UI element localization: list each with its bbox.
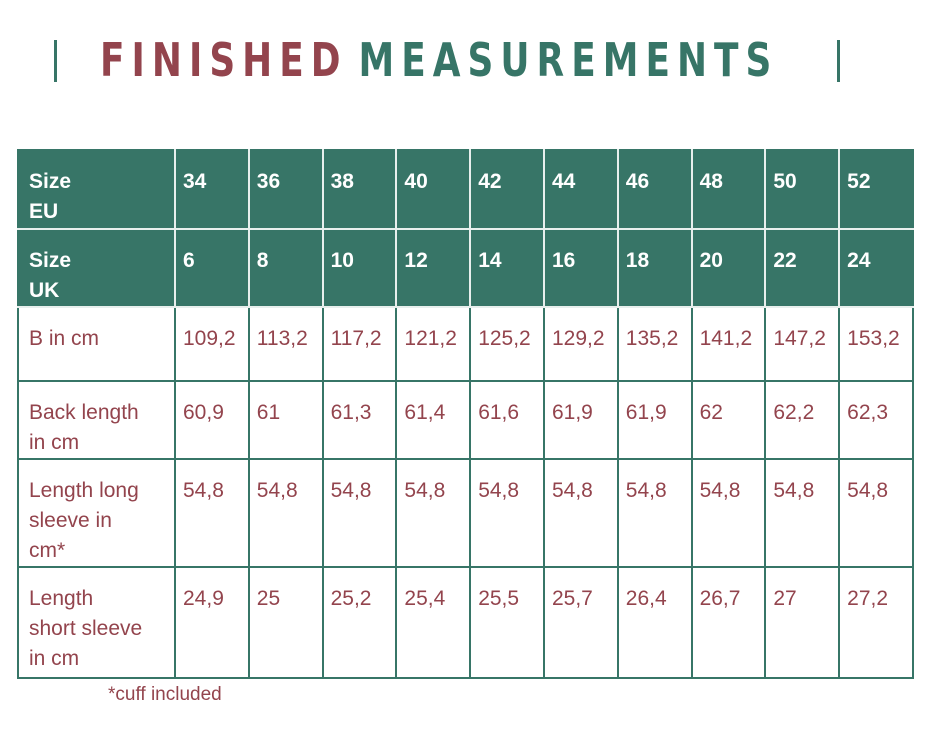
table-row: Size UK 6 8 10 12 14 16 18 20 22 24 [17, 228, 914, 308]
row-label-line: B in cm [29, 327, 100, 350]
row-label-line: UK [29, 279, 60, 302]
table-row: Back length in cm 60,9 61 61,3 61,4 61,6 61,9 61… [17, 380, 914, 460]
table-cell: 54,8 [395, 458, 472, 568]
table-cell: 46 [616, 149, 693, 230]
table-cell: 109,2 [174, 306, 250, 382]
table-cell: 27 [764, 566, 841, 679]
row-label-line: EU [29, 200, 59, 223]
table-cell: 27,2 [838, 566, 914, 679]
table-cell: 147,2 [764, 306, 841, 382]
table-cell: 25 [247, 566, 324, 679]
table-cell: 42 [469, 149, 545, 230]
row-label-line: Length [29, 587, 94, 610]
row-label-line: Size [29, 249, 72, 272]
table-cell: 113,2 [247, 306, 324, 382]
table-cell: 52 [838, 149, 914, 230]
table-cell: 36 [247, 149, 324, 230]
table-cell: 6 [174, 228, 250, 308]
table-cell: 54,8 [174, 458, 250, 568]
table-cell: 40 [395, 149, 472, 230]
table-cell: 129,2 [542, 306, 619, 382]
table-row: Length long sleeve in cm* 54,8 54,8 54,8 54,8 5… [17, 458, 914, 568]
table-cell: 121,2 [395, 306, 472, 382]
table-cell: 54,8 [690, 458, 767, 568]
row-label-line: in cm [29, 431, 80, 454]
row-label-line: cm* [29, 539, 66, 562]
table-cell: 54,8 [321, 458, 398, 568]
title-divider-right [837, 40, 840, 82]
table-cell: 22 [764, 228, 841, 308]
table-cell: 14 [469, 228, 545, 308]
row-label-line: Size [29, 170, 72, 193]
footnote: *cuff included [108, 684, 222, 705]
table-cell: 54,8 [764, 458, 841, 568]
row-label: Size UK [17, 228, 176, 308]
row-label: Back length in cm [17, 380, 176, 460]
title-word-measurements: MEASUREMENTS [358, 33, 779, 87]
table-row: Length short sleeve in cm 24,9 25 25,2 25,4 25,… [17, 566, 914, 679]
table-cell: 34 [174, 149, 250, 230]
table-cell: 18 [616, 228, 693, 308]
table-cell: 62,2 [764, 380, 841, 460]
table-cell: 61,3 [321, 380, 398, 460]
page-title: FINISHED MEASUREMENTS [100, 30, 771, 90]
table-cell: 54,8 [247, 458, 324, 568]
table-cell: 24,9 [174, 566, 250, 679]
table-cell: 141,2 [690, 306, 767, 382]
table-cell: 61,9 [542, 380, 619, 460]
title-word-finished: FINISHED [100, 33, 348, 87]
table-cell: 25,2 [321, 566, 398, 679]
table-row: B in cm 109,2 113,2 117,2 121,2 125,2 129,2 135… [17, 306, 914, 382]
table-cell: 12 [395, 228, 472, 308]
table-cell: 44 [542, 149, 619, 230]
table-cell: 153,2 [838, 306, 914, 382]
table-cell: 125,2 [469, 306, 545, 382]
table-cell: 24 [838, 228, 914, 308]
table-cell: 20 [690, 228, 767, 308]
table-cell: 61 [247, 380, 324, 460]
table-cell: 25,5 [469, 566, 545, 679]
table-cell: 135,2 [616, 306, 693, 382]
table-cell: 38 [321, 149, 398, 230]
table-cell: 25,7 [542, 566, 619, 679]
table-cell: 10 [321, 228, 398, 308]
row-label-line: sleeve in [29, 509, 112, 532]
measurements-table: Size EU 34 36 38 40 42 44 46 48 50 52 Size UK 6 8 10 12 14… [17, 149, 914, 679]
table-cell: 26,4 [616, 566, 693, 679]
table-cell: 62 [690, 380, 767, 460]
table-row: Size EU 34 36 38 40 42 44 46 48 50 52 [17, 149, 914, 230]
table-cell: 48 [690, 149, 767, 230]
table-cell: 60,9 [174, 380, 250, 460]
row-label-line: short sleeve [29, 617, 143, 640]
table-cell: 117,2 [321, 306, 398, 382]
table-cell: 61,6 [469, 380, 545, 460]
table-cell: 8 [247, 228, 324, 308]
table-cell: 61,4 [395, 380, 472, 460]
row-label: Length long sleeve in cm* [17, 458, 176, 568]
table-cell: 26,7 [690, 566, 767, 679]
title-divider-left [54, 40, 57, 82]
table-cell: 50 [764, 149, 841, 230]
table-cell: 54,8 [616, 458, 693, 568]
table-cell: 54,8 [469, 458, 545, 568]
table-cell: 16 [542, 228, 619, 308]
table-cell: 25,4 [395, 566, 472, 679]
table-cell: 61,9 [616, 380, 693, 460]
row-label-line: Back length [29, 401, 139, 424]
table-cell: 62,3 [838, 380, 914, 460]
row-label-line: Length long [29, 479, 139, 502]
row-label: Length short sleeve in cm [17, 566, 176, 679]
table-cell: 54,8 [542, 458, 619, 568]
row-label-line: in cm [29, 647, 80, 670]
table-cell: 54,8 [838, 458, 914, 568]
row-label: B in cm [17, 306, 176, 382]
row-label: Size EU [17, 149, 176, 230]
